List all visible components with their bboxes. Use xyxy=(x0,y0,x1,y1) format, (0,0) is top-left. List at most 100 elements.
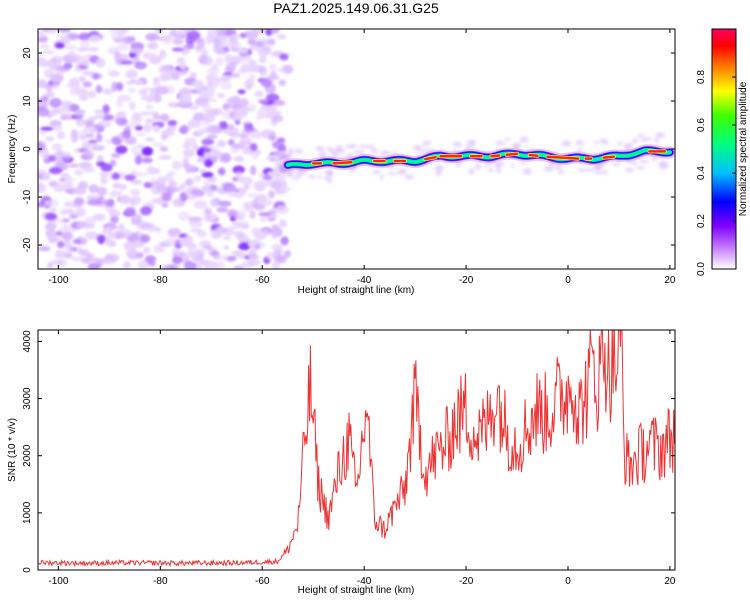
heatmap-speckle xyxy=(350,168,355,174)
heatmap-noise-blob xyxy=(56,150,65,158)
heatmap-noise-blob xyxy=(41,149,50,158)
heatmap-noise-blob xyxy=(171,247,181,255)
heatmap-noise-blob xyxy=(205,190,214,197)
heatmap-noise-blob xyxy=(167,180,177,188)
heatmap-noise-blob xyxy=(115,145,128,154)
heatmap-noise-blob xyxy=(73,111,86,117)
heatmap-noise-blob xyxy=(277,67,288,74)
heatmap-noise-blob xyxy=(43,68,54,78)
heatmap-noise-blob xyxy=(155,184,167,192)
heatmap-noise-blob xyxy=(267,171,279,177)
heatmap-speckle xyxy=(603,141,609,145)
heatmap-noise-blob xyxy=(44,200,51,206)
heatmap-noise-blob xyxy=(243,53,252,63)
heatmap-noise-blob xyxy=(261,129,272,139)
heatmap-noise-blob xyxy=(48,167,63,175)
heatmap-noise-blob xyxy=(205,124,219,134)
heatmap-noise-blob xyxy=(215,57,225,66)
heatmap-noise-blob xyxy=(275,205,289,215)
heatmap-noise-blob xyxy=(40,126,54,131)
heatmap-noise-blob xyxy=(102,227,113,234)
heatmap-speckle xyxy=(519,136,529,144)
heatmap-noise-blob xyxy=(194,44,202,53)
heatmap-noise-blob xyxy=(85,133,95,138)
heatmap-noise-blob xyxy=(264,83,276,94)
heatmap-noise-blob xyxy=(97,120,111,128)
heatmap-noise-blob xyxy=(203,261,218,269)
heatmap-noise-blob xyxy=(129,47,144,54)
heatmap-noise-blob xyxy=(206,108,219,117)
heatmap-noise-blob xyxy=(262,174,273,181)
heatmap-speckle xyxy=(307,175,316,179)
heatmap-noise-blob xyxy=(240,32,247,39)
heatmap-noise-blob xyxy=(50,124,63,132)
heatmap-speckle xyxy=(653,137,660,143)
snr-y-tick-label: 4000 xyxy=(22,330,33,353)
heatmap-noise-blob xyxy=(219,40,231,49)
heatmap-noise-blob xyxy=(140,234,151,243)
heatmap-noise-blob xyxy=(232,165,245,174)
heatmap-speckle xyxy=(359,144,368,149)
heatmap-noise-blob xyxy=(172,38,184,45)
heatmap-noise-blob xyxy=(95,84,103,94)
heatmap-noise-blob xyxy=(140,223,155,229)
heatmap-noise-blob xyxy=(172,256,183,264)
heatmap-noise-blob xyxy=(42,50,55,55)
heatmap-speckle xyxy=(475,163,482,170)
heatmap-noise-blob xyxy=(145,118,154,124)
heatmap-noise-blob xyxy=(139,111,153,116)
heatmap-speckle xyxy=(294,148,304,154)
heatmap-noise-blob xyxy=(261,199,274,206)
heatmap-speckle xyxy=(290,176,299,180)
heatmap-noise-blob xyxy=(145,33,159,41)
heatmap-noise-blob xyxy=(130,179,143,185)
heatmap-noise-blob xyxy=(159,146,169,152)
heatmap-noise-blob xyxy=(208,176,217,183)
heatmap-noise-blob xyxy=(249,45,257,51)
heatmap-noise-blob xyxy=(94,109,105,115)
heatmap-noise-blob xyxy=(276,254,286,262)
heatmap-noise-blob xyxy=(160,65,172,72)
heatmap-noise-blob xyxy=(201,138,215,146)
colorbar-ticks: 0.0 0.2 0.4 0.6 0.8 xyxy=(696,70,736,276)
heatmap-noise-blob xyxy=(76,118,88,124)
heatmap-noise-blob xyxy=(83,90,90,96)
heatmap-noise-blob xyxy=(46,234,59,243)
heatmap-noise-blob xyxy=(125,249,139,256)
snr-y-tick-label: 3000 xyxy=(22,387,33,410)
heatmap-noise-blob xyxy=(107,69,120,78)
heatmap-ridge-peak xyxy=(528,153,539,157)
heatmap-speckle xyxy=(511,163,515,168)
heatmap-noise-blob xyxy=(44,212,58,221)
heatmap-speckle xyxy=(323,176,329,180)
heatmap-noise-blob xyxy=(183,261,197,269)
snr-x-tick-label: -80 xyxy=(153,576,168,587)
heatmap-noise-blob xyxy=(258,99,269,104)
heatmap-noise-blob xyxy=(153,244,165,253)
heatmap-y-tick-label: 10 xyxy=(22,95,33,107)
heatmap-noise-blob xyxy=(54,42,65,49)
heatmap-noise-blob xyxy=(119,183,127,191)
heatmap-noise-blob xyxy=(220,74,234,80)
heatmap-noise-blob xyxy=(41,96,49,102)
heatmap-noise-blob xyxy=(217,167,226,176)
heatmap-speckle xyxy=(418,149,429,154)
heatmap-speckle xyxy=(468,168,475,175)
heatmap-noise-blob xyxy=(249,143,258,152)
heatmap-noise-blob xyxy=(83,167,96,173)
snr-x-tick-label: -100 xyxy=(48,576,68,587)
heatmap-noise-blob xyxy=(153,125,160,133)
heatmap-noise-blob xyxy=(52,83,60,90)
heatmap-noise-blob xyxy=(236,221,250,226)
heatmap-noise-blob xyxy=(239,97,249,108)
colorbar-tick-label: 0.0 xyxy=(696,262,707,276)
snr-x-tick-label: -20 xyxy=(459,576,474,587)
heatmap-noise-blob xyxy=(273,99,286,107)
heatmap-noise-blob xyxy=(201,171,214,178)
heatmap-noise-blob xyxy=(128,101,136,111)
heatmap-noise-blob xyxy=(49,199,59,207)
heatmap-noise-blob xyxy=(76,221,86,229)
heatmap-noise-blob xyxy=(122,36,134,45)
heatmap-noise-blob xyxy=(159,113,170,122)
heatmap-noise-blob xyxy=(72,239,82,245)
